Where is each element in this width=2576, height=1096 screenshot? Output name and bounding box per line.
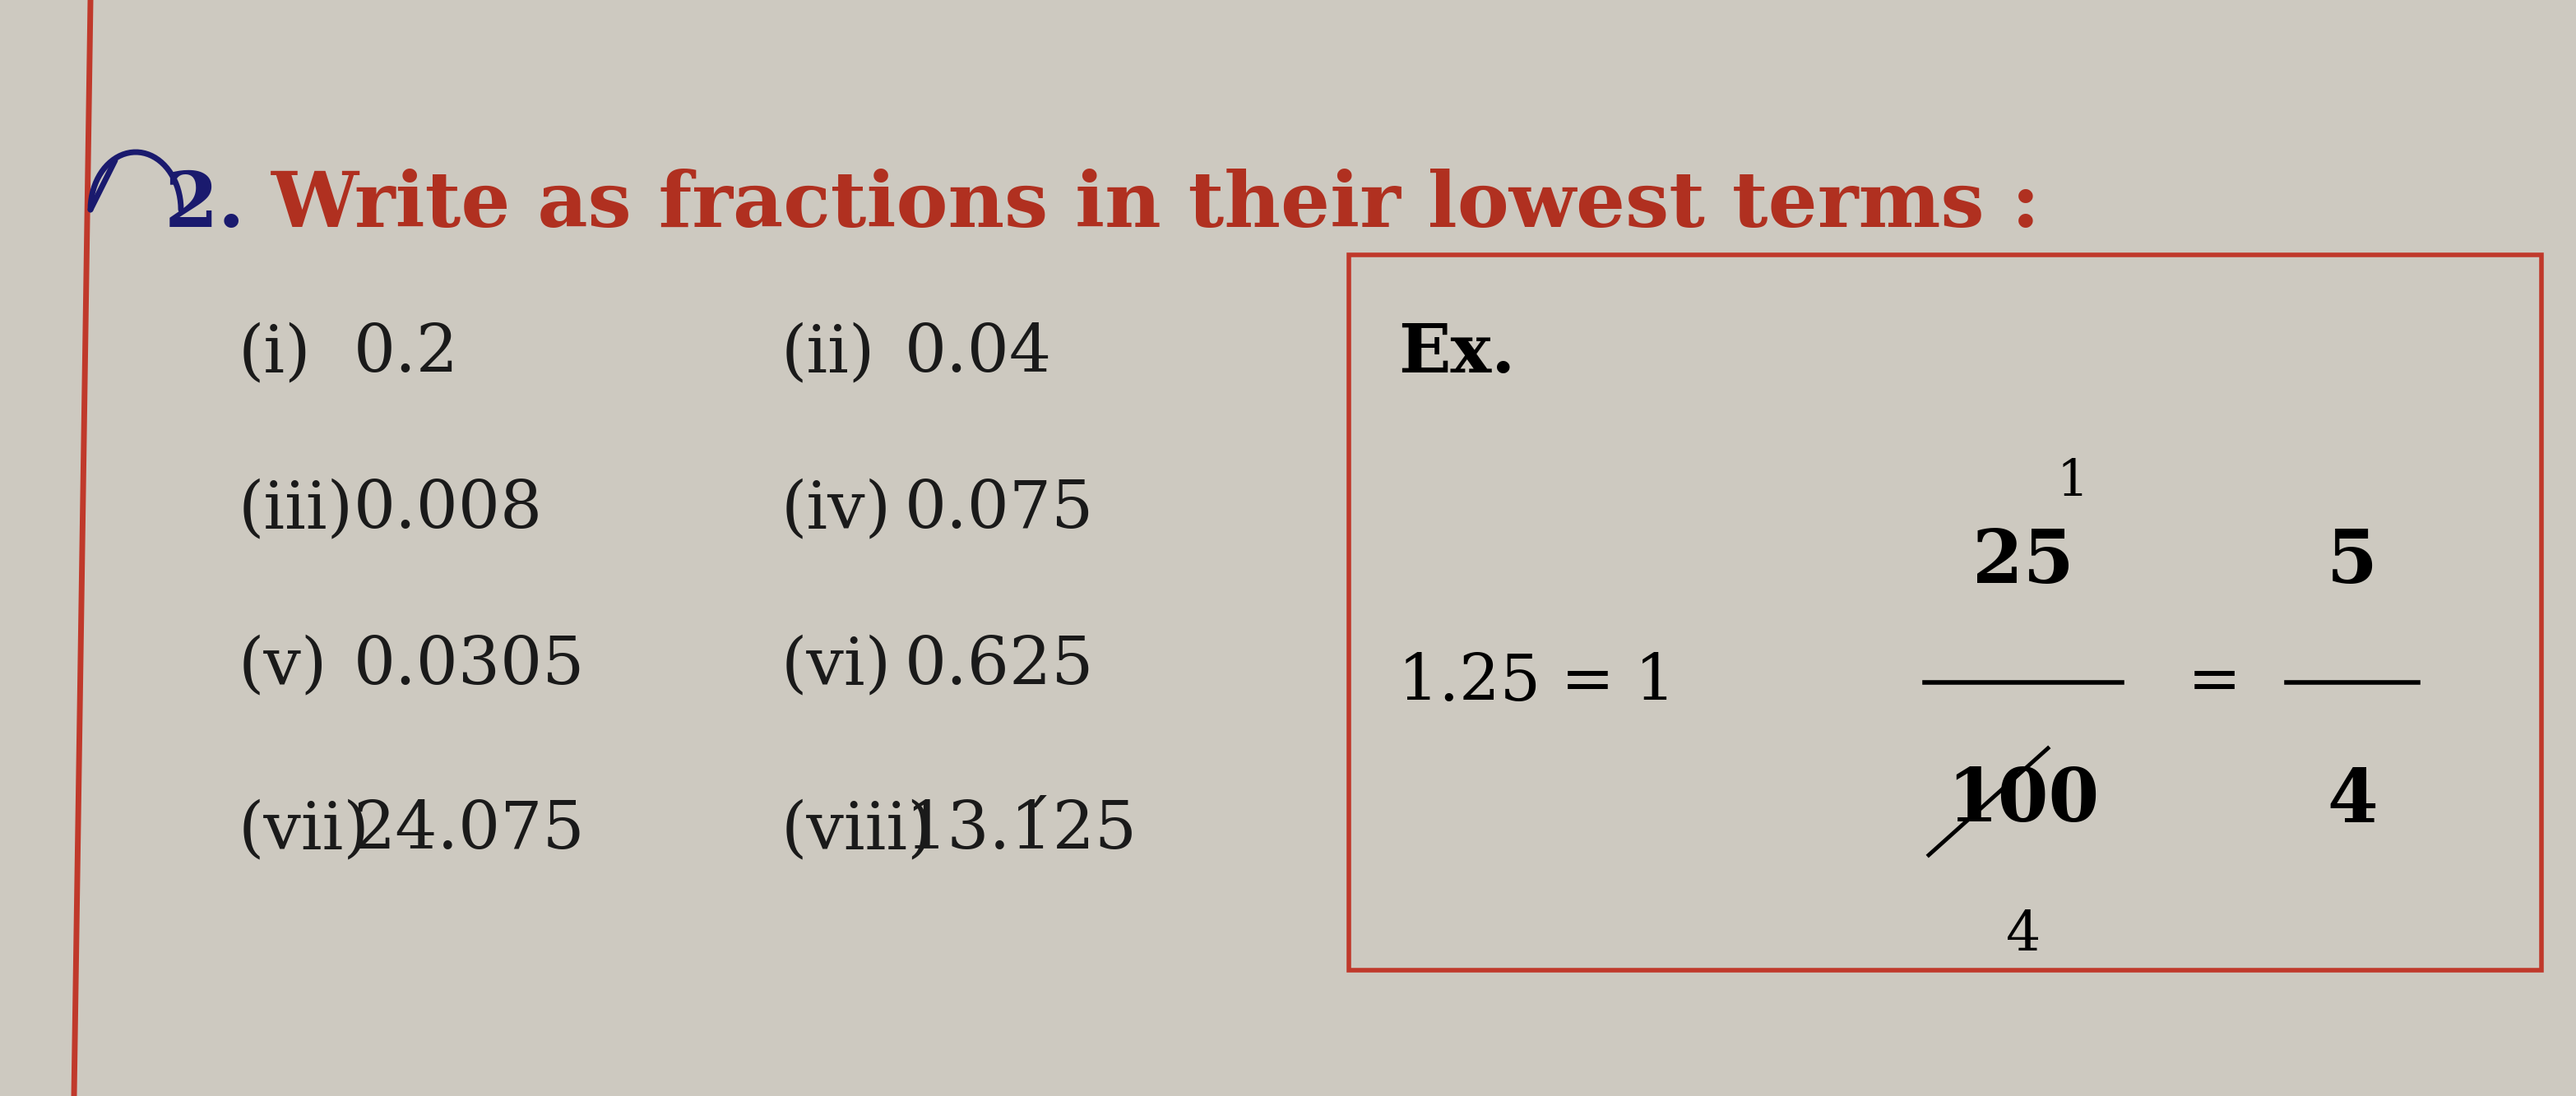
- Text: 0.008: 0.008: [353, 478, 544, 541]
- Text: (v): (v): [240, 633, 327, 698]
- Text: Write as fractions in their lowest terms :: Write as fractions in their lowest terms…: [270, 169, 2040, 242]
- Text: (vi): (vi): [781, 633, 891, 698]
- Text: (viii): (viii): [781, 798, 935, 863]
- Text: 0.0305: 0.0305: [353, 633, 585, 698]
- Text: 4: 4: [2007, 909, 2040, 962]
- Text: 4: 4: [2326, 766, 2378, 837]
- Text: (iv): (iv): [781, 478, 891, 541]
- Text: 1.25 = 1: 1.25 = 1: [1399, 651, 1674, 713]
- Text: (iii): (iii): [240, 478, 353, 541]
- Text: 0.625: 0.625: [904, 633, 1095, 698]
- Text: 2.: 2.: [165, 169, 245, 242]
- Text: 25: 25: [1973, 527, 2074, 600]
- Text: =: =: [2187, 651, 2241, 713]
- Text: 100: 100: [1947, 766, 2099, 837]
- Text: 0.2: 0.2: [353, 321, 459, 386]
- Bar: [1350, 255, 2543, 970]
- Text: 0.04: 0.04: [904, 321, 1051, 386]
- Text: 24.075: 24.075: [353, 798, 585, 863]
- Text: Ex.: Ex.: [1399, 321, 1515, 387]
- Text: 1: 1: [2056, 456, 2089, 505]
- Text: (ii): (ii): [781, 321, 876, 386]
- Text: (i): (i): [240, 321, 312, 386]
- Text: 0.075: 0.075: [904, 478, 1095, 541]
- Text: 5: 5: [2326, 527, 2378, 600]
- Text: (vii): (vii): [240, 798, 371, 863]
- Text: 13.1́25: 13.1́25: [904, 798, 1136, 863]
